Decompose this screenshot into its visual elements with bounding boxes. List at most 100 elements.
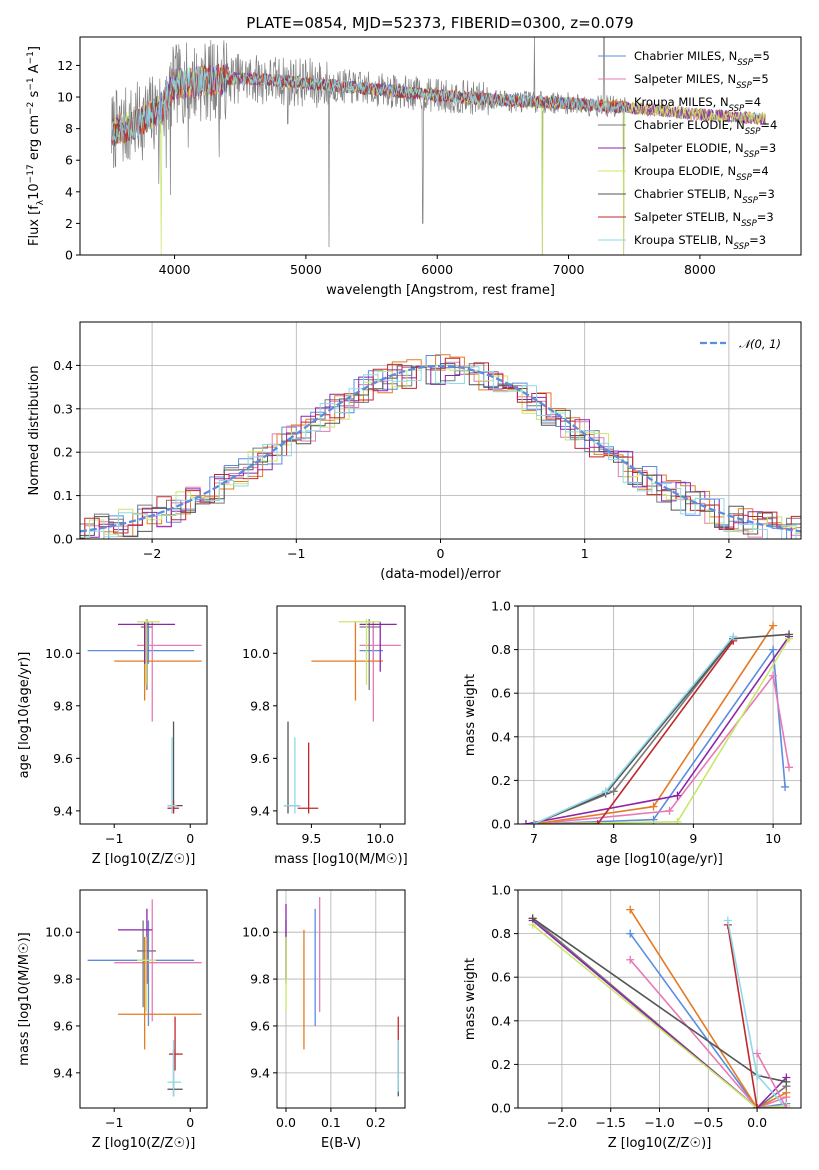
age_vs_mass-ytick-label: 9.8 [250, 698, 270, 713]
ylabel-part: 10 [27, 183, 42, 200]
massweight_vs_Z-xtick-label: −1.5 [596, 1115, 626, 1130]
spectrum-ytick-label: 2 [65, 216, 73, 231]
hist-step-KroSTELIB [80, 365, 801, 539]
massweight_vs_Z-line-ChabMILES [629, 933, 787, 1108]
age_vs_mass-xtick-label: 10.0 [366, 831, 394, 846]
spectrum-xtick-label: 8000 [684, 262, 716, 277]
legend-text: Chabrier MILES, N [634, 49, 737, 63]
residuals-plot-area [80, 354, 801, 539]
spectrum-ytick-label: 10 [57, 90, 73, 105]
ylabel-part: −1 [26, 77, 36, 90]
massweight_vs_Z-xtick-label: 0.0 [747, 1115, 767, 1130]
mass_vs_EBV-ytick-label: 9.4 [250, 1065, 270, 1080]
residuals-xtick-label: −1 [287, 546, 305, 561]
massweight_vs_Z-line-SalpMILES [756, 1053, 788, 1108]
mass_vs_EBV-xtick-label: 0.1 [321, 1115, 341, 1130]
massweight_vs_age-marker-ChabMILES [769, 645, 778, 654]
legend-suffix: =4 [752, 164, 769, 178]
spectrum-xtick-label: 5000 [290, 262, 322, 277]
mass_vs_EBV-xtick-label: 0.0 [276, 1115, 296, 1130]
mass_vs_Z-plot-area [87, 899, 202, 1097]
massweight_vs_Z-marker-SalpMILES [782, 1104, 791, 1108]
massweight_vs_age-line-ChabMILES [533, 647, 786, 824]
mass_vs_EBV-ytick-label: 9.8 [250, 972, 270, 987]
residuals-ytick-label: 0.3 [53, 401, 73, 416]
mass_vs_Z-ytick-label: 9.8 [53, 972, 73, 987]
legend-suffix: =5 [752, 72, 769, 86]
ylabel-part: Flux [f [27, 205, 42, 246]
legend-suffix: =3 [759, 141, 776, 155]
ylabel-part: −1 [26, 51, 36, 64]
massweight_vs_Z-line-ChabELODIE [532, 917, 787, 1108]
massweight_vs_age-xtick-label: 10 [765, 831, 781, 846]
legend-label-normal: 𝒩(0, 1) [739, 337, 781, 351]
legend-sub: SSP [729, 104, 745, 114]
mass_vs_Z-xlabel: Z [log10(Z/Z☉)] [92, 1136, 196, 1151]
massweight_vs_age-marker-KroSTELIB [729, 632, 738, 641]
legend-sub: SSP [744, 150, 760, 160]
massweight_vs_age-line-SalpSTELIB [533, 640, 734, 824]
legend-label-KroELODIE: Kroupa ELODIE, NSSP=4 [634, 164, 769, 183]
legend-text: Chabrier ELODIE, N [634, 118, 745, 132]
mass_vs_Z-ytick-label: 10.0 [45, 925, 73, 940]
legend-label-KroMILES: Kroupa MILES, NSSP=4 [634, 95, 761, 114]
massweight_vs_Z-plot-area [528, 905, 791, 1108]
spectrum-ytick-label: 8 [65, 121, 73, 136]
massweight_vs_Z-marker-ChabSTELIB [782, 1077, 791, 1086]
legend-sub: SSP [736, 173, 752, 183]
massweight_vs_Z-marker-SalpSTELIB [753, 1104, 762, 1108]
legend-text: Salpeter MILES, N [634, 72, 736, 86]
legend-label-ChabMILES: Chabrier MILES, NSSP=5 [634, 49, 770, 68]
residuals-ylabel: Normed distribution [27, 366, 42, 496]
massweight_vs_age-marker-SalpMILES [665, 806, 674, 815]
legend-sub: SSP [734, 242, 750, 252]
mass_vs_EBV-ytick-label: 9.6 [250, 1018, 270, 1033]
age_vs_Z-ylabel: age [log10(age/yr)] [17, 652, 32, 779]
data-spectrum [111, 37, 627, 255]
legend-suffix: =3 [757, 210, 774, 224]
age_vs_mass-xtick-label: 9.5 [301, 831, 321, 846]
legend-label-SalpELODIE: Salpeter ELODIE, NSSP=3 [634, 141, 776, 160]
hist-step-ChabSTELIB [80, 363, 801, 539]
ylabel-part: A [27, 64, 42, 77]
spectrum-xtick-label: 4000 [159, 262, 191, 277]
legend-sub: SSP [741, 219, 757, 229]
massweight_vs_Z-marker-KroMILES [626, 905, 635, 914]
legend-text: Salpeter STELIB, N [634, 210, 741, 224]
legend-label-KroSTELIB: Kroupa STELIB, NSSP=3 [634, 233, 766, 252]
mass_vs_Z-frame [79, 889, 208, 1109]
massweight_vs_Z-ytick-label: 0.0 [491, 1101, 511, 1116]
legend-suffix: =4 [744, 95, 761, 109]
legend-text: Chabrier STELIB, N [634, 187, 742, 201]
spectrum-xtick-label: 6000 [421, 262, 453, 277]
massweight_vs_age-marker-SalpMILES [769, 671, 778, 680]
legend-suffix: =4 [760, 118, 777, 132]
massweight_vs_age-frame [517, 605, 802, 825]
model-spectrum-KroSTELIB [111, 65, 627, 143]
age_vs_mass-plot-area [283, 619, 401, 814]
massweight_vs_Z-line-KroELODIE [532, 924, 787, 1108]
age_vs_mass-ytick-label: 9.4 [250, 803, 270, 818]
legend-label-ChabSTELIB: Chabrier STELIB, NSSP=3 [634, 187, 775, 206]
massweight_vs_age-marker-SalpELODIE [521, 820, 530, 824]
spectrum-xtick-label: 7000 [553, 262, 585, 277]
massweight_vs_age-ytick-label: 0.4 [491, 729, 511, 744]
massweight_vs_Z-line-SalpELODIE [532, 919, 787, 1108]
massweight_vs_age-xtick-label: 8 [610, 831, 618, 846]
massweight_vs_age-xtick-label: 9 [689, 831, 697, 846]
mass_vs_EBV-ytick-label: 10.0 [242, 925, 270, 940]
age_vs_Z-ytick-label: 9.4 [53, 803, 73, 818]
legend-label-SalpSTELIB: Salpeter STELIB, NSSP=3 [634, 210, 774, 229]
mass_vs_Z-ytick-label: 9.6 [53, 1018, 73, 1033]
residuals-xlabel: (data-model)/error [380, 567, 501, 582]
massweight_vs_Z-marker-SalpMILES [626, 955, 635, 964]
legend-text: Kroupa STELIB, N [634, 233, 734, 247]
legend-sub: SSP [736, 81, 752, 91]
mass_vs_EBV-plot-area [285, 897, 399, 1097]
massweight_vs_Z-xlabel: Z [log10(Z/Z☉)] [608, 1136, 712, 1151]
massweight_vs_Z-frame [517, 889, 802, 1109]
residuals-xtick-label: 2 [725, 546, 733, 561]
mass_vs_EBV-frame [276, 889, 406, 1109]
spectrum-ylabel: Flux [fλ10−17 erg cm−2 s−1 A−1] [26, 46, 46, 246]
legend-suffix: =3 [749, 233, 766, 247]
